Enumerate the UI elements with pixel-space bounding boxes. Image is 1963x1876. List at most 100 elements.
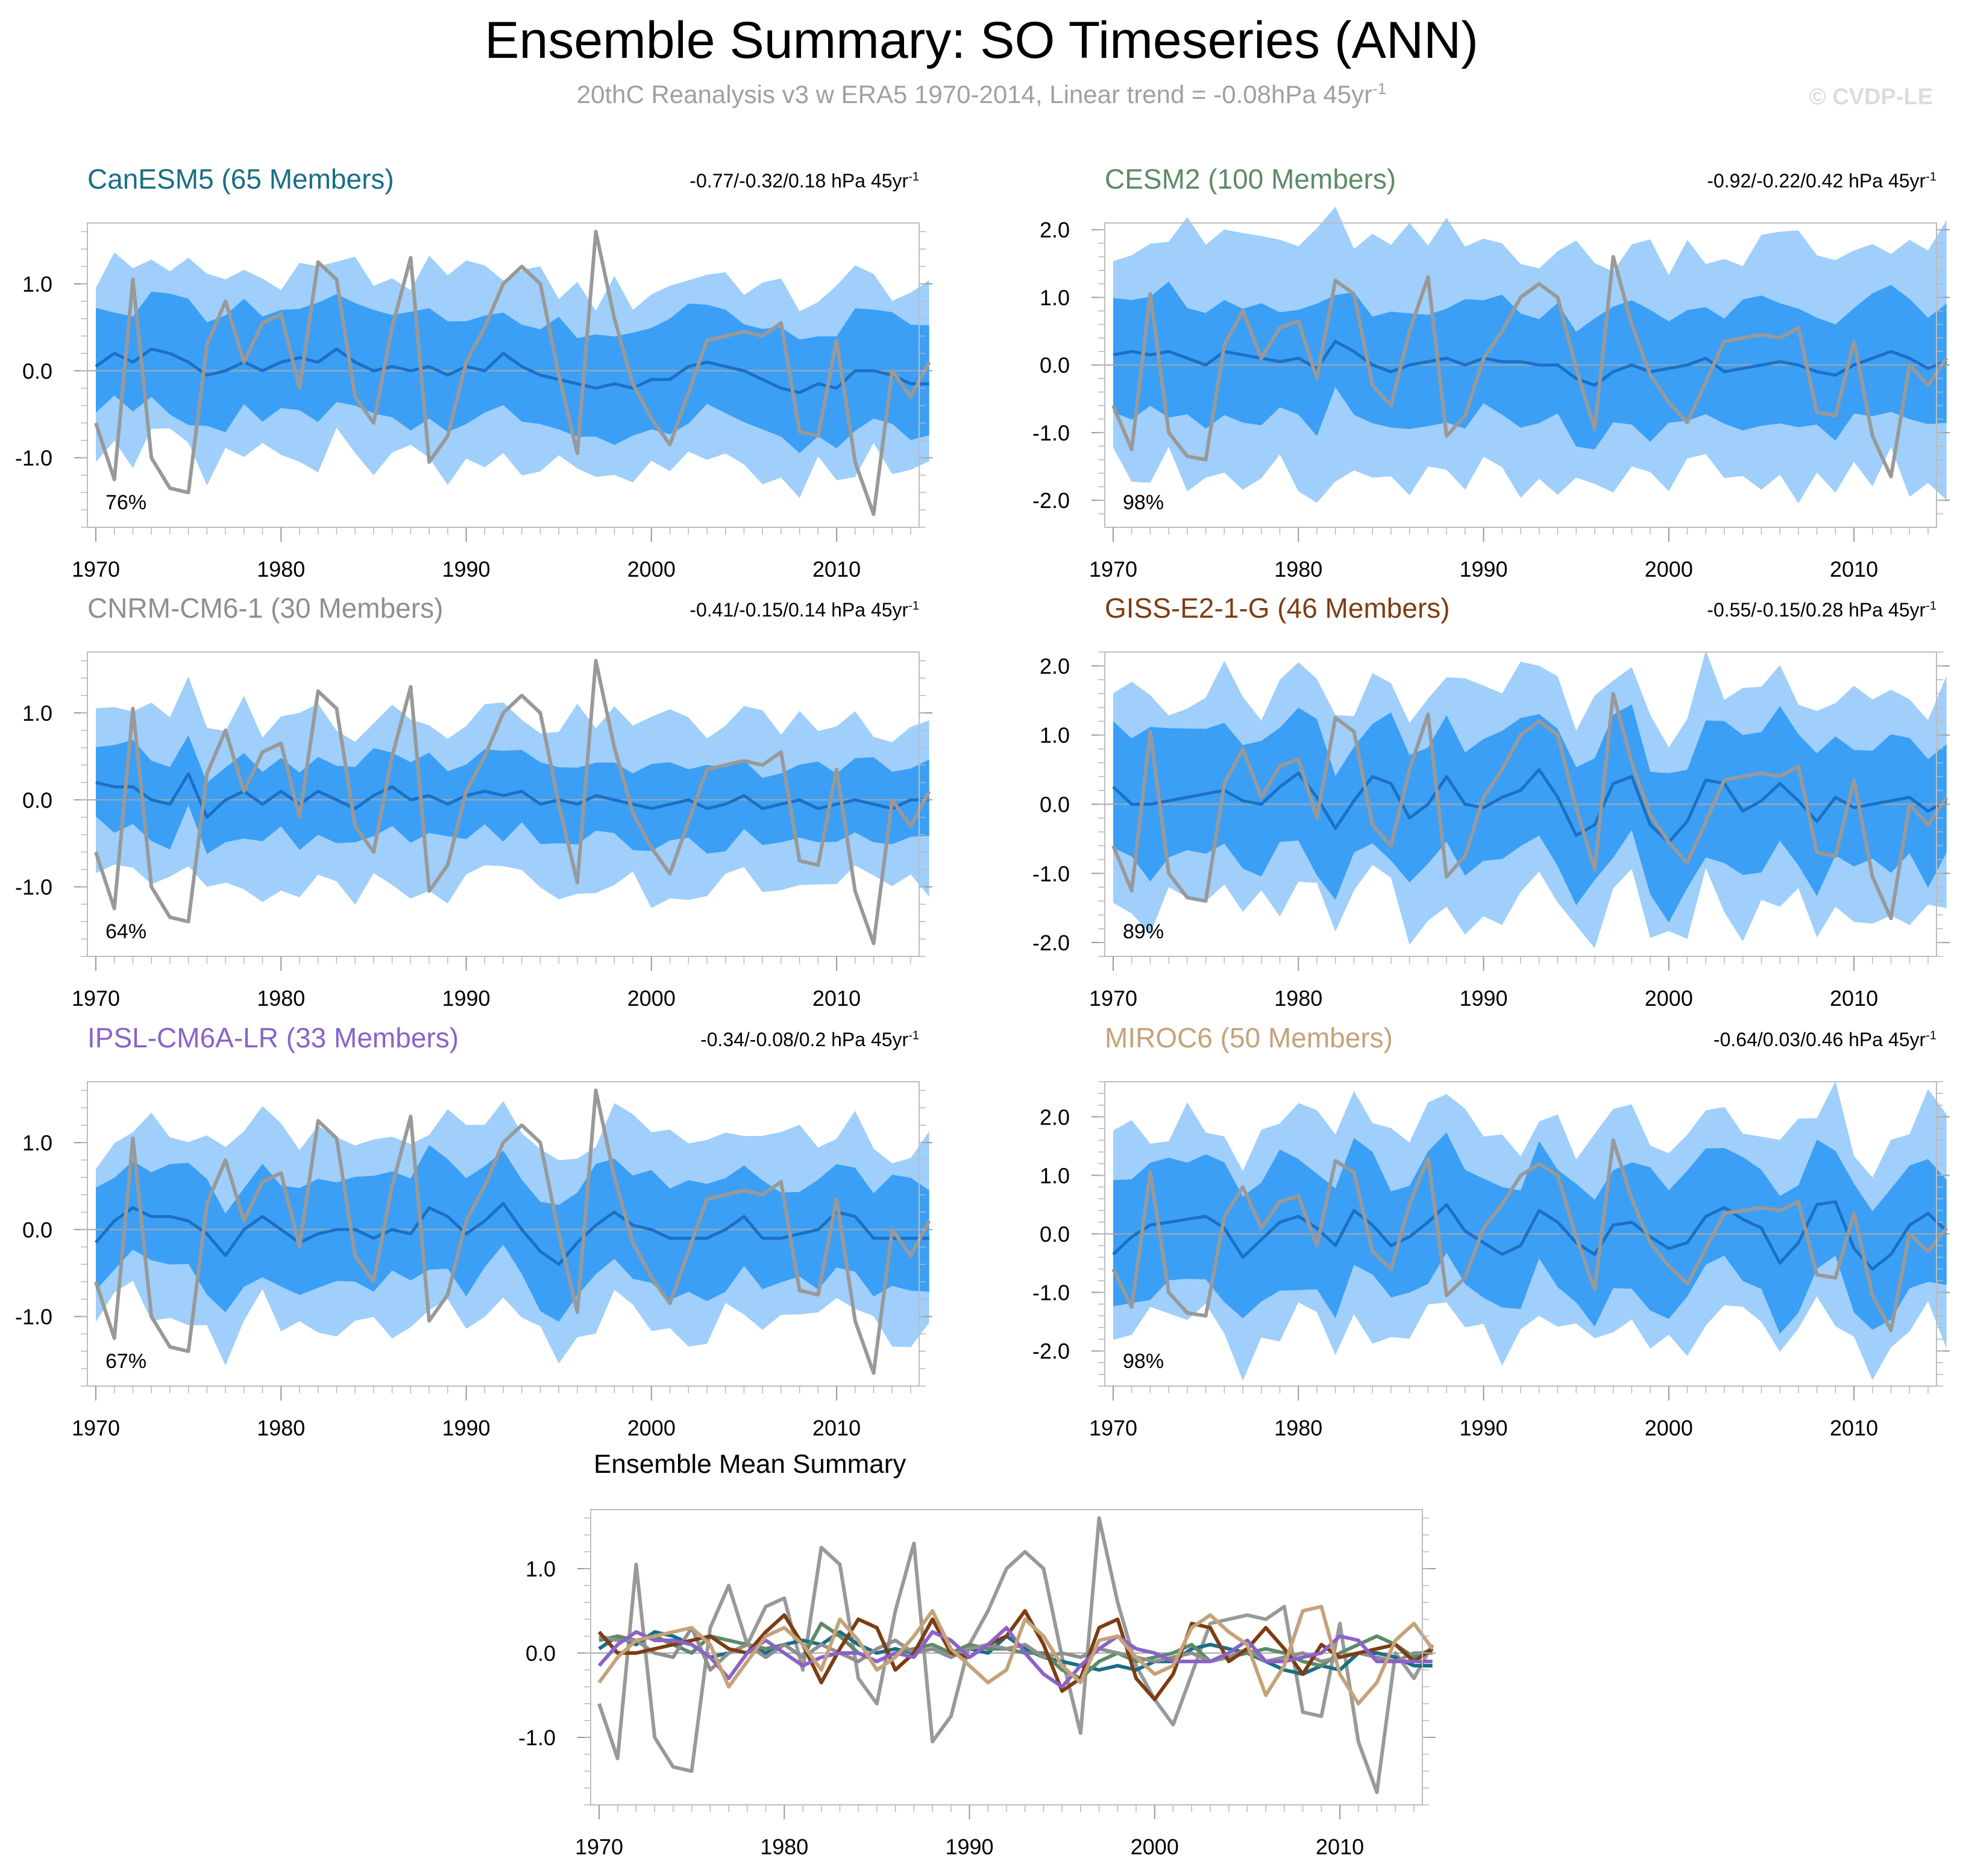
panel-2-xtick-label: 1990: [1459, 557, 1507, 582]
panel-3-ytick-label: 1.0: [22, 701, 52, 726]
summary-xtick-label: 1970: [575, 1834, 623, 1859]
panel-2-ytick-label: -1.0: [1032, 421, 1070, 445]
observations-line: [1111, 691, 1949, 920]
summary-panel: 1.0 0.0 -1.0 1970 1980 1990 2000 2010: [518, 1509, 1436, 1859]
summary-ytick-label: 1.0: [526, 1557, 556, 1581]
panel-6-ytick-label: 0.0: [1040, 1222, 1070, 1247]
panel-4-xtick-label: 1980: [1274, 986, 1322, 1011]
summary-xtick-label: 1980: [760, 1834, 808, 1859]
panel-3-ytick-label: 0.0: [22, 788, 52, 812]
panel-4-ytick-label: 1.0: [1040, 723, 1070, 748]
watermark: © CVDP-LE: [1809, 84, 1933, 110]
summary-xtick-label: 1990: [945, 1834, 993, 1859]
panel-2-ytick-label: -2.0: [1032, 488, 1070, 513]
panel-5-ytick-label: 1.0: [22, 1131, 52, 1155]
panel-2-xtick-label: 1970: [1089, 557, 1137, 582]
panel-trend-range: -0.34/-0.08/0.2 hPa 45yr-1: [497, 1029, 919, 1051]
panel-1-xtick-label: 2000: [627, 557, 676, 582]
panel-trend-range: -0.55/-0.15/0.28 hPa 45yr-1: [1515, 599, 1936, 621]
panel-3-xtick-label: 2000: [627, 986, 676, 1011]
subtitle-superscript: -1: [1372, 80, 1387, 98]
observations-line: [94, 230, 931, 516]
panel-5-xtick-label: 1980: [257, 1416, 305, 1440]
observations-line: [1111, 255, 1949, 478]
ensemble-mean-line: [1112, 1200, 1948, 1271]
panel-trend-range: -0.92/-0.22/0.42 hPa 45yr-1: [1515, 170, 1936, 192]
panel-title: CNRM-CM6-1 (30 Members): [87, 592, 444, 624]
page-title: Ensemble Summary: SO Timeseries (ANN): [485, 11, 1478, 69]
panel-2-xtick-label: 2010: [1830, 557, 1878, 582]
inner-spread-band: [96, 292, 929, 453]
panel-trend-range: -0.64/0.03/0.46 hPa 45yr-1: [1515, 1029, 1936, 1051]
panel-1-xtick-label: 2010: [812, 557, 861, 582]
panel-1-ytick-label: 1.0: [22, 272, 52, 296]
trend-text: -0.41/-0.15/0.14 hPa 45yr: [689, 599, 909, 621]
page-subtitle: 20thC Reanalysis v3 w ERA5 1970-2014, Li…: [0, 80, 1963, 109]
panel-6-ytick-label: 1.0: [1040, 1163, 1070, 1188]
panel-5-xtick-label: 2000: [627, 1416, 676, 1440]
summary-ytick-label: 0.0: [526, 1641, 556, 1666]
panel-2-ytick-label: 1.0: [1040, 285, 1070, 310]
panel-6-ytick-label: 2.0: [1040, 1105, 1070, 1129]
trend-superscript: -1: [908, 170, 919, 184]
percent-label: 64%: [105, 920, 146, 943]
panel-4-xtick-label: 1970: [1089, 986, 1137, 1011]
panel-title: CESM2 (100 Members): [1105, 163, 1396, 195]
panel-6: 2.0 1.0 0.0 -1.0 -2.0 1970 1980 1990 2000 2010 98%: [1032, 1081, 1950, 1440]
panel-4-xtick-label: 2010: [1830, 986, 1878, 1011]
panel-trend-range: -0.41/-0.15/0.14 hPa 45yr-1: [497, 599, 919, 621]
panel-title: CanESM5 (65 Members): [87, 163, 394, 195]
trend-superscript: -1: [1926, 599, 1936, 613]
panel-4-ytick-label: -2.0: [1032, 930, 1070, 955]
panel-6-xtick-label: 2000: [1645, 1416, 1693, 1440]
panel-2-xtick-label: 2000: [1645, 557, 1693, 582]
inner-spread-band: [96, 1144, 929, 1322]
panel-2: 2.0 1.0 0.0 -1.0 -2.0 1970 1980 1990 2000 2010 98%: [1032, 207, 1950, 582]
summary-model-mean-line: [597, 1609, 1434, 1701]
percent-label: 76%: [105, 491, 146, 514]
panel-4-ytick-label: 0.0: [1040, 792, 1070, 817]
trend-text: -0.34/-0.08/0.2 hPa 45yr: [700, 1029, 909, 1050]
panel-trend-range: -0.77/-0.32/0.18 hPa 45yr-1: [497, 170, 919, 192]
panel-1-ytick-label: 0.0: [22, 359, 52, 383]
summary-xtick-label: 2000: [1131, 1834, 1179, 1859]
panel-6-xtick-label: 1970: [1089, 1416, 1137, 1440]
panel-5-ytick-label: 0.0: [22, 1217, 52, 1242]
observations-line: [94, 659, 931, 946]
summary-ytick-label: -1.0: [518, 1725, 556, 1750]
trend-text: -0.64/0.03/0.46 hPa 45yr: [1713, 1029, 1926, 1050]
panel-6-ytick-label: -2.0: [1032, 1339, 1070, 1364]
panel-title: MIROC6 (50 Members): [1105, 1022, 1393, 1053]
panel-5: 1.0 0.0 -1.0 1970 1980 1990 2000 2010 67%: [15, 1081, 932, 1440]
panel-3: 1.0 0.0 -1.0 1970 1980 1990 2000 2010 64%: [15, 651, 932, 1011]
panel-4-ytick-label: 2.0: [1040, 654, 1070, 679]
panel-5-ytick-label: -1.0: [15, 1305, 52, 1329]
panel-6-xtick-label: 2010: [1830, 1416, 1878, 1440]
panel-1-xtick-label: 1970: [72, 557, 120, 582]
panel-3-xtick-label: 1980: [257, 986, 305, 1011]
inner-spread-band: [1113, 704, 1947, 923]
percent-label: 98%: [1123, 1350, 1164, 1373]
panel-6-xtick-label: 1990: [1459, 1416, 1507, 1440]
panel-1-xtick-label: 1980: [257, 557, 305, 582]
panel-1-ytick-label: -1.0: [15, 446, 52, 471]
panel-5-xtick-label: 1990: [442, 1416, 490, 1440]
observations-line: [94, 1088, 931, 1375]
panel-3-xtick-label: 2010: [812, 986, 861, 1011]
panel-6-ytick-label: -1.0: [1032, 1281, 1070, 1305]
panel-4-xtick-label: 1990: [1459, 986, 1507, 1011]
percent-label: 89%: [1123, 920, 1164, 943]
percent-label: 67%: [105, 1350, 146, 1373]
trend-text: -0.92/-0.22/0.42 hPa 45yr: [1707, 170, 1926, 192]
panel-1-xtick-label: 1990: [442, 557, 490, 582]
panel-3-xtick-label: 1990: [442, 986, 490, 1011]
panel-title: IPSL-CM6A-LR (33 Members): [87, 1022, 459, 1053]
panel-4-xtick-label: 2000: [1645, 986, 1693, 1011]
summary-title: Ensemble Mean Summary: [594, 1449, 906, 1479]
summary-xtick-label: 2010: [1316, 1834, 1364, 1859]
observations-line: [1111, 1138, 1949, 1332]
panel-1: 1.0 0.0 -1.0 1970 1980 1990 2000 2010 76%: [15, 222, 932, 582]
panel-5-xtick-label: 1970: [72, 1416, 120, 1440]
panel-4: 2.0 1.0 0.0 -1.0 -2.0 1970 1980 1990 2000 2010 89%: [1032, 650, 1950, 1011]
